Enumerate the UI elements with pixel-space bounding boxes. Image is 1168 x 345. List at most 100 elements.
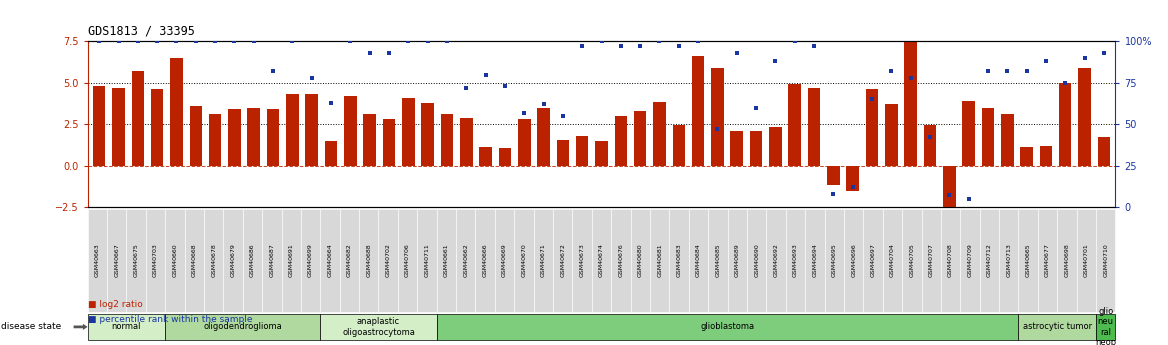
Bar xyxy=(383,119,395,166)
Bar xyxy=(634,111,646,166)
Point xyxy=(572,43,591,49)
Point xyxy=(940,193,959,198)
Bar xyxy=(557,140,569,166)
Bar xyxy=(750,131,763,166)
Text: GSM40682: GSM40682 xyxy=(347,244,352,277)
Text: GSM40711: GSM40711 xyxy=(424,244,430,277)
Text: GSM40697: GSM40697 xyxy=(870,244,876,277)
Point xyxy=(1076,55,1094,61)
Bar xyxy=(730,131,743,166)
Text: GSM40708: GSM40708 xyxy=(948,244,953,277)
Point xyxy=(669,43,688,49)
Bar xyxy=(769,127,781,166)
Point xyxy=(303,75,321,81)
Text: GSM40687: GSM40687 xyxy=(270,244,274,277)
Text: GSM40686: GSM40686 xyxy=(250,244,255,277)
Bar xyxy=(865,89,878,166)
Bar xyxy=(248,108,260,166)
Point xyxy=(997,68,1016,74)
Bar xyxy=(1040,146,1052,166)
Point xyxy=(1056,80,1075,86)
Point xyxy=(979,68,997,74)
Text: GSM40696: GSM40696 xyxy=(851,244,856,277)
Text: GSM40664: GSM40664 xyxy=(327,244,333,277)
Text: GSM40670: GSM40670 xyxy=(521,244,527,277)
Bar xyxy=(209,114,222,166)
Point xyxy=(399,39,418,44)
Bar xyxy=(363,114,376,166)
Bar xyxy=(596,141,607,166)
Text: GSM40666: GSM40666 xyxy=(482,244,488,277)
Text: GSM40668: GSM40668 xyxy=(192,244,196,277)
Bar xyxy=(691,56,704,166)
Bar xyxy=(904,41,917,166)
Text: GSM40672: GSM40672 xyxy=(561,244,565,277)
Text: GSM40695: GSM40695 xyxy=(832,244,836,277)
Bar xyxy=(847,166,858,191)
Bar xyxy=(943,166,955,240)
Point xyxy=(1036,59,1055,64)
Bar xyxy=(1001,114,1014,166)
Text: GSM40713: GSM40713 xyxy=(1007,244,1011,277)
Point xyxy=(554,113,572,119)
Text: GSM40701: GSM40701 xyxy=(1084,244,1089,277)
Text: GSM40712: GSM40712 xyxy=(987,244,992,277)
Text: GSM40671: GSM40671 xyxy=(541,244,545,277)
Point xyxy=(708,126,726,132)
Point xyxy=(495,83,514,89)
Bar xyxy=(788,85,801,166)
Text: GSM40709: GSM40709 xyxy=(967,244,973,277)
Text: GSM40681: GSM40681 xyxy=(658,244,662,277)
Point xyxy=(805,43,823,49)
Text: GSM40678: GSM40678 xyxy=(211,244,216,277)
Bar xyxy=(325,141,338,166)
Point xyxy=(959,196,978,201)
Text: GSM40702: GSM40702 xyxy=(385,244,390,277)
Bar xyxy=(479,147,492,166)
Bar xyxy=(402,98,415,166)
Text: GSM40669: GSM40669 xyxy=(502,244,507,277)
Bar xyxy=(1059,83,1071,166)
Bar xyxy=(345,96,356,166)
Point xyxy=(651,39,669,44)
Bar xyxy=(440,114,453,166)
Point xyxy=(631,43,649,49)
Bar xyxy=(653,102,666,166)
Text: normal: normal xyxy=(112,322,141,332)
Text: GSM40684: GSM40684 xyxy=(696,244,701,277)
Text: glio
neu
ral
neop: glio neu ral neop xyxy=(1096,307,1117,345)
Text: GSM40676: GSM40676 xyxy=(618,244,624,277)
Bar xyxy=(808,88,820,166)
Text: GSM40692: GSM40692 xyxy=(773,244,779,277)
Bar xyxy=(1078,68,1091,166)
Text: anaplastic
oligoastrocytoma: anaplastic oligoastrocytoma xyxy=(342,317,415,337)
Text: GDS1813 / 33395: GDS1813 / 33395 xyxy=(88,25,195,38)
Text: GSM40690: GSM40690 xyxy=(755,244,759,277)
Point xyxy=(418,39,437,44)
Bar xyxy=(266,109,279,166)
Bar xyxy=(499,148,512,166)
Text: GSM40683: GSM40683 xyxy=(676,244,682,277)
Text: GSM40679: GSM40679 xyxy=(230,244,236,277)
Point xyxy=(283,39,301,44)
Point xyxy=(1017,68,1036,74)
Point xyxy=(477,72,495,77)
Text: GSM40660: GSM40660 xyxy=(173,244,178,277)
Text: GSM40661: GSM40661 xyxy=(444,244,449,277)
Bar xyxy=(614,116,627,166)
Point xyxy=(534,101,552,107)
Point xyxy=(109,39,127,44)
Text: GSM40705: GSM40705 xyxy=(910,244,915,277)
Text: GSM40703: GSM40703 xyxy=(153,244,158,277)
Text: GSM40685: GSM40685 xyxy=(715,244,721,277)
Bar xyxy=(151,89,164,166)
Point xyxy=(902,75,920,81)
Point xyxy=(515,110,534,115)
Point xyxy=(128,39,147,44)
Point xyxy=(90,39,109,44)
Text: GSM40691: GSM40691 xyxy=(288,244,293,277)
Bar xyxy=(306,95,318,166)
Text: disease state: disease state xyxy=(1,322,62,332)
Point xyxy=(264,68,283,74)
Bar xyxy=(422,103,434,166)
